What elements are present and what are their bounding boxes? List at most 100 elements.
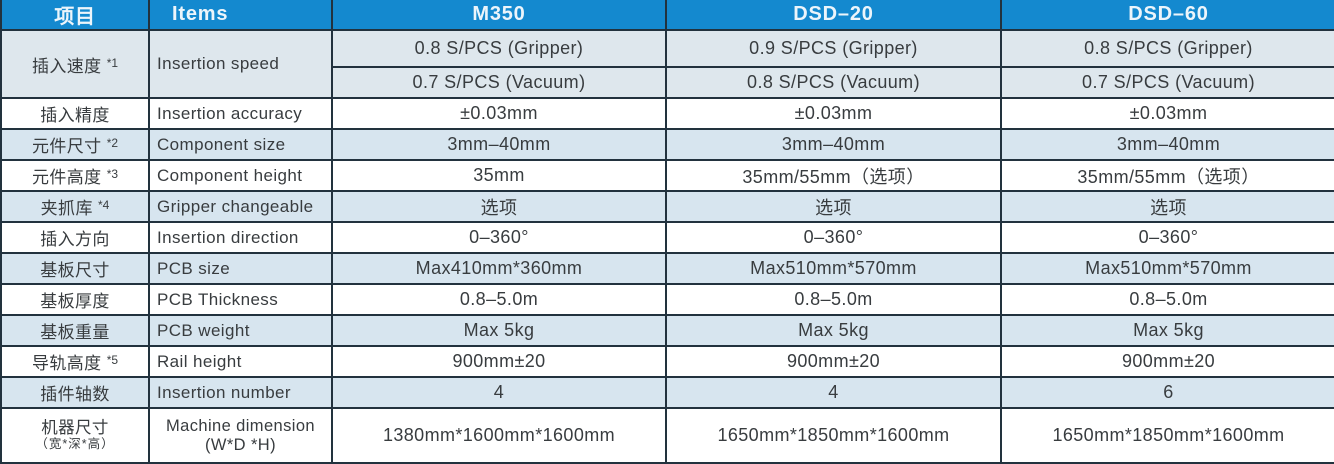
value-dsd20: Max510mm*570mm bbox=[665, 252, 1002, 285]
value-dsd60: 0.8–5.0m bbox=[1000, 283, 1334, 316]
value-dsd60: 900mm±20 bbox=[1000, 345, 1334, 378]
value-dsd20: 35mm/55mm（选项） bbox=[665, 159, 1002, 192]
row-label-zh-text: 插入精度 bbox=[40, 106, 110, 125]
value-dsd20: 1650mm*1850mm*1600mm bbox=[665, 407, 1002, 464]
row-label-zh-text: 基板重量 bbox=[40, 323, 110, 342]
value-dsd20: 0–360° bbox=[665, 221, 1002, 254]
value-dsd60: ±0.03mm bbox=[1000, 97, 1334, 130]
row-label-zh: 插入方向 bbox=[0, 221, 150, 254]
row-pcb-size: 基板尺寸 PCB size Max410mm*360mm Max510mm*57… bbox=[0, 252, 1334, 285]
row-label-en: Component height bbox=[148, 159, 333, 192]
row-insertion-speed-vacuum: 0.7 S/PCS (Vacuum) 0.8 S/PCS (Vacuum) 0.… bbox=[1, 66, 1334, 99]
row-label-zh: 机器尺寸 （宽*深*高） bbox=[0, 407, 150, 464]
row-label-zh-text: 插件轴数 bbox=[40, 385, 110, 404]
row-label-zh-text: 插入方向 bbox=[40, 230, 110, 249]
value-dsd60: 3mm–40mm bbox=[1000, 128, 1334, 161]
row-pcb-thickness: 基板厚度 PCB Thickness 0.8–5.0m 0.8–5.0m 0.8… bbox=[0, 283, 1334, 316]
row-rail-height: 导轨高度 *5 Rail height 900mm±20 900mm±20 90… bbox=[0, 345, 1334, 378]
value-dsd60: 选项 bbox=[1000, 190, 1334, 223]
row-insertion-direction: 插入方向 Insertion direction 0–360° 0–360° 0… bbox=[0, 221, 1334, 254]
row-label-en: Insertion direction bbox=[148, 221, 333, 254]
value-m350: 0.7 S/PCS (Vacuum) bbox=[331, 66, 667, 99]
value-m350: 4 bbox=[331, 376, 667, 409]
footnote-marker: *5 bbox=[106, 353, 119, 367]
row-label-zh-text: 夹抓库 bbox=[40, 199, 93, 218]
value-m350: 0.8–5.0m bbox=[331, 283, 667, 316]
machine-dimension-zh-sub: （宽*深*高） bbox=[35, 437, 115, 452]
value-dsd20: 4 bbox=[665, 376, 1002, 409]
value-dsd60: 6 bbox=[1000, 376, 1334, 409]
value-m350: 1380mm*1600mm*1600mm bbox=[331, 407, 667, 464]
row-label-zh: 元件尺寸 *2 bbox=[0, 128, 150, 161]
row-gripper-changeable: 夹抓库 *4 Gripper changeable 选项 选项 选项 bbox=[0, 190, 1334, 223]
value-dsd60: 1650mm*1850mm*1600mm bbox=[1000, 407, 1334, 464]
row-label-zh: 插入速度 *1 bbox=[0, 29, 150, 99]
value-dsd60: 0.7 S/PCS (Vacuum) bbox=[1000, 66, 1334, 99]
row-label-en: Insertion speed bbox=[148, 29, 333, 99]
row-label-zh: 元件高度 *3 bbox=[0, 159, 150, 192]
value-dsd60: Max510mm*570mm bbox=[1000, 252, 1334, 285]
value-dsd20: ±0.03mm bbox=[665, 97, 1002, 130]
row-label-zh: 插入精度 bbox=[0, 97, 150, 130]
value-m350: 900mm±20 bbox=[331, 345, 667, 378]
header-model-dsd20: DSD–20 bbox=[665, 0, 1002, 31]
value-m350: 35mm bbox=[331, 159, 667, 192]
value-dsd20: 0.9 S/PCS (Gripper) bbox=[665, 29, 1002, 68]
row-label-en: Insertion accuracy bbox=[148, 97, 333, 130]
value-m350: 3mm–40mm bbox=[331, 128, 667, 161]
value-dsd60: 0.8 S/PCS (Gripper) bbox=[1000, 29, 1334, 68]
header-row: 项目 Items M350 DSD–20 DSD–60 bbox=[0, 0, 1334, 31]
footnote-marker: *2 bbox=[106, 136, 119, 150]
row-label-zh-text: 导轨高度 bbox=[31, 354, 102, 373]
row-label-en: PCB size bbox=[148, 252, 333, 285]
row-component-height: 元件高度 *3 Component height 35mm 35mm/55mm（… bbox=[0, 159, 1334, 192]
value-dsd20: 0.8 S/PCS (Vacuum) bbox=[665, 66, 1002, 99]
machine-dimension-zh: 机器尺寸 bbox=[41, 419, 109, 438]
value-m350: 选项 bbox=[331, 190, 667, 223]
row-label-zh-text: 元件尺寸 bbox=[31, 137, 102, 156]
header-items-en: Items bbox=[148, 0, 333, 31]
header-model-m350: M350 bbox=[331, 0, 667, 31]
value-dsd20: Max 5kg bbox=[665, 314, 1002, 347]
value-dsd60: 35mm/55mm（选项） bbox=[1000, 159, 1334, 192]
value-dsd60: 0–360° bbox=[1000, 221, 1334, 254]
row-insertion-number: 插件轴数 Insertion number 4 4 6 bbox=[0, 376, 1334, 409]
footnote-marker: *1 bbox=[106, 55, 119, 70]
row-label-zh: 基板重量 bbox=[0, 314, 150, 347]
row-label-zh-text: 插入速度 bbox=[31, 56, 102, 76]
row-label-zh-text: 基板厚度 bbox=[40, 292, 110, 311]
value-dsd20: 0.8–5.0m bbox=[665, 283, 1002, 316]
value-dsd60: Max 5kg bbox=[1000, 314, 1334, 347]
row-label-zh: 基板厚度 bbox=[0, 283, 150, 316]
footnote-marker: *4 bbox=[97, 198, 110, 212]
value-dsd20: 900mm±20 bbox=[665, 345, 1002, 378]
row-label-en: PCB weight bbox=[148, 314, 333, 347]
row-insertion-speed-gripper: 插入速度 *1 Insertion speed 0.8 S/PCS (Gripp… bbox=[0, 29, 1334, 99]
row-component-size: 元件尺寸 *2 Component size 3mm–40mm 3mm–40mm… bbox=[0, 128, 1334, 161]
header-model-dsd60: DSD–60 bbox=[1000, 0, 1334, 31]
value-m350: Max410mm*360mm bbox=[331, 252, 667, 285]
value-dsd20: 3mm–40mm bbox=[665, 128, 1002, 161]
row-machine-dimension: 机器尺寸 （宽*深*高） Machine dimension (W*D *H) … bbox=[0, 407, 1334, 464]
row-label-en: Rail height bbox=[148, 345, 333, 378]
row-insertion-accuracy: 插入精度 Insertion accuracy ±0.03mm ±0.03mm … bbox=[0, 97, 1334, 130]
header-items-zh: 项目 bbox=[0, 0, 150, 31]
row-label-zh: 插件轴数 bbox=[0, 376, 150, 409]
row-label-zh: 夹抓库 *4 bbox=[0, 190, 150, 223]
value-m350: 0.8 S/PCS (Gripper) bbox=[331, 29, 667, 68]
machine-dimension-en: Machine dimension bbox=[166, 416, 315, 435]
value-m350: 0–360° bbox=[331, 221, 667, 254]
row-label-zh-text: 元件高度 bbox=[31, 168, 102, 187]
row-label-zh: 基板尺寸 bbox=[0, 252, 150, 285]
row-label-en: Insertion number bbox=[148, 376, 333, 409]
row-label-zh-text: 基板尺寸 bbox=[40, 261, 110, 280]
row-label-zh: 导轨高度 *5 bbox=[0, 345, 150, 378]
row-pcb-weight: 基板重量 PCB weight Max 5kg Max 5kg Max 5kg bbox=[0, 314, 1334, 347]
machine-dimension-en-sub: (W*D *H) bbox=[204, 435, 277, 454]
footnote-marker: *3 bbox=[106, 167, 119, 181]
value-m350: ±0.03mm bbox=[331, 97, 667, 130]
value-dsd20: 选项 bbox=[665, 190, 1002, 223]
row-label-en: Component size bbox=[148, 128, 333, 161]
